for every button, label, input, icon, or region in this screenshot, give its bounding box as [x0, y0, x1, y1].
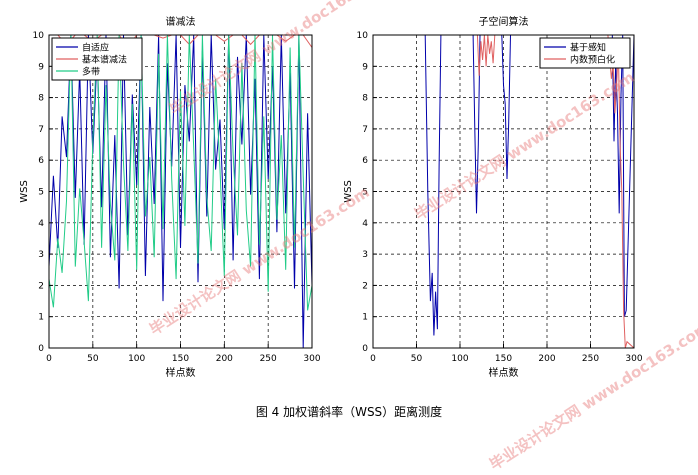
x-tick-label: 200 — [538, 354, 555, 364]
figure: 0 50 100 150 200 250 300012345678910谱减法样点数WSS自… — [19, 15, 643, 379]
x-tick-label: 50 — [411, 354, 423, 364]
y-tick-label: 9 — [362, 62, 368, 72]
legend-label: 多带 — [82, 66, 100, 78]
y-tick-label: 2 — [38, 281, 44, 291]
y-tick-label: 4 — [38, 219, 44, 229]
y-tick-label: 1 — [362, 313, 368, 323]
legend-label: 内数预白化 — [570, 54, 615, 66]
x-tick-label: 250 — [582, 354, 599, 364]
y-tick-label: 6 — [362, 156, 368, 166]
x-axis-label: 样点数 — [166, 366, 196, 379]
y-tick-label: 1 — [38, 313, 44, 323]
y-tick-label: 2 — [362, 281, 368, 291]
y-tick-label: 0 — [362, 344, 368, 354]
y-tick-label: 0 — [38, 344, 44, 354]
x-tick-label: 0 — [46, 354, 52, 364]
x-tick-label: 0 — [370, 354, 376, 364]
legend-label: 自适应 — [82, 42, 109, 54]
series-line-1 — [373, 35, 634, 336]
y-tick-label: 10 — [33, 31, 45, 41]
y-tick-label: 4 — [362, 219, 368, 229]
y-tick-label: 5 — [362, 188, 368, 198]
y-axis-label: WSS — [343, 180, 354, 203]
x-tick-label: 100 — [451, 354, 468, 364]
y-tick-label: 8 — [362, 94, 368, 104]
chart-title: 谱减法 — [166, 15, 196, 28]
figure-caption: 图 4 加权谱斜率（WSS）距离测度 — [255, 405, 443, 419]
y-axis-label: WSS — [19, 180, 30, 203]
x-tick-label: 200 — [216, 354, 233, 364]
x-tick-label: 300 — [303, 354, 320, 364]
legend-label: 基本谱减法 — [82, 54, 127, 66]
y-tick-label: 10 — [357, 31, 369, 41]
y-tick-label: 9 — [38, 62, 44, 72]
series-line-3 — [49, 35, 312, 311]
y-tick-label: 7 — [38, 125, 44, 135]
legend-label: 基于感知 — [570, 42, 606, 54]
y-tick-label: 7 — [362, 125, 368, 135]
y-tick-label: 3 — [38, 250, 44, 260]
x-tick-label: 300 — [625, 354, 642, 364]
series-line-2 — [373, 35, 634, 348]
x-tick-label: 150 — [495, 354, 512, 364]
y-tick-label: 8 — [38, 94, 44, 104]
x-tick-label: 100 — [128, 354, 145, 364]
y-tick-label: 3 — [362, 250, 368, 260]
y-tick-label: 5 — [38, 188, 44, 198]
y-tick-label: 6 — [38, 156, 44, 166]
x-tick-label: 250 — [260, 354, 277, 364]
legend-box — [539, 37, 631, 69]
x-tick-label: 50 — [87, 354, 99, 364]
chart-title: 子空间算法 — [479, 15, 529, 28]
x-tick-label: 150 — [172, 354, 189, 364]
x-axis-label: 样点数 — [489, 366, 519, 379]
